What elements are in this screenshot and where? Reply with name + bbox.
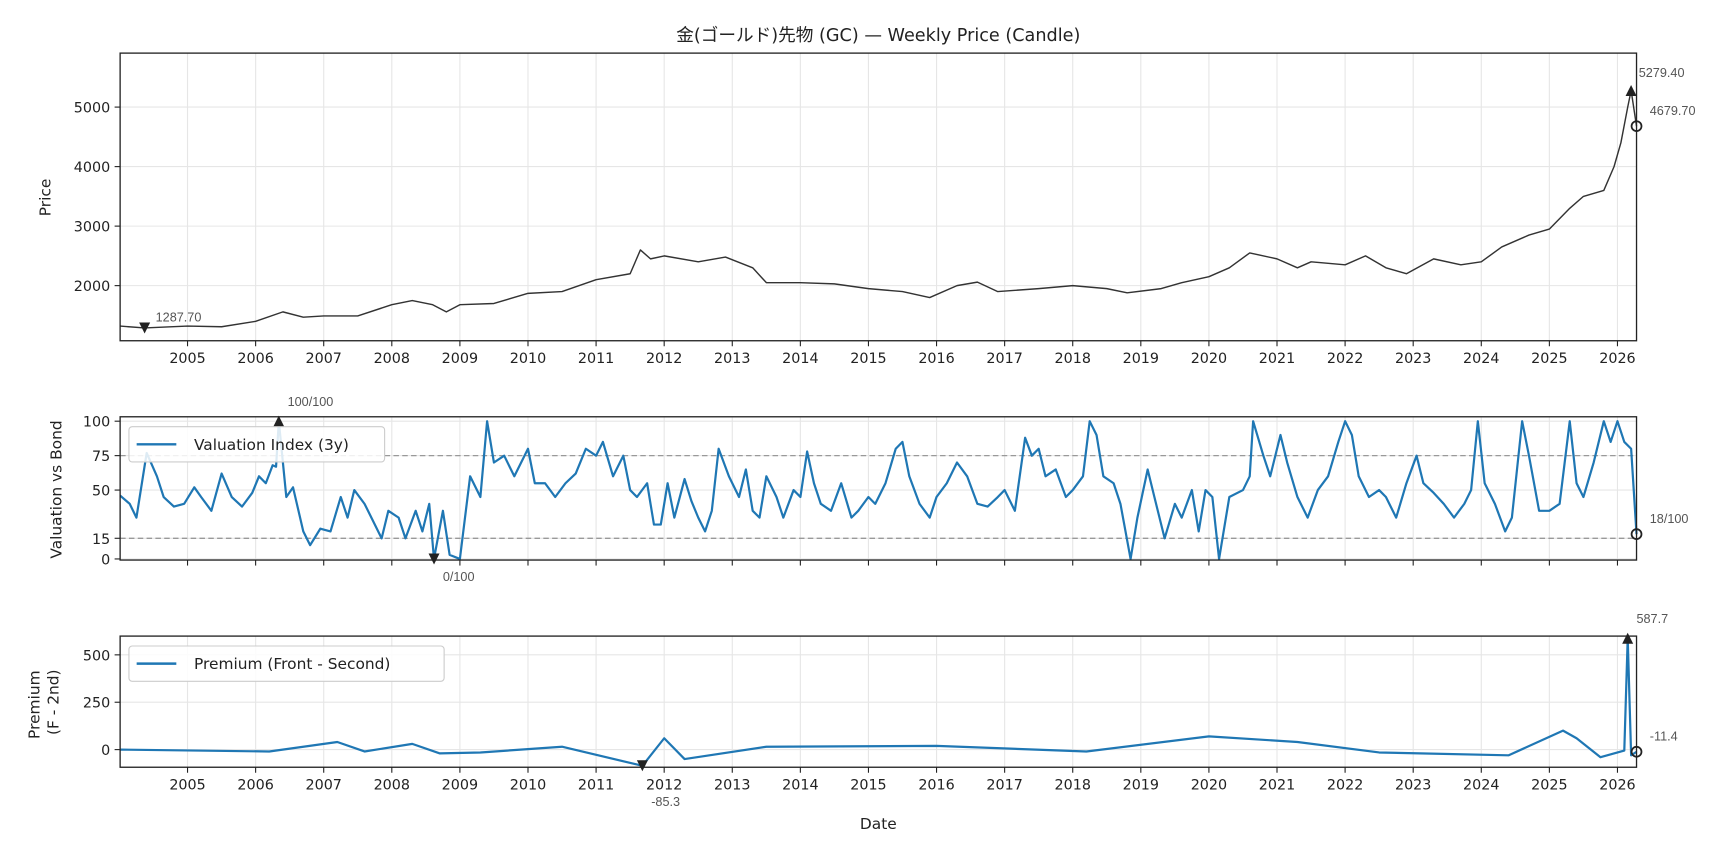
last-annotation: 4679.70 [1650,104,1696,118]
legend-label: Premium (Front - Second) [194,655,391,673]
x-tick-label: 2006 [237,351,273,367]
max-marker-triangle-up-icon [1622,632,1634,644]
min-marker-triangle-down-icon [428,553,440,565]
series-line [120,637,1638,767]
y-axis-label-premium-line2: (F - 2nd) [44,669,62,735]
x-tick-label: 2026 [1599,351,1635,367]
x-tick-label: 2011 [578,351,614,367]
legend-label: Valuation Index (3y) [194,436,349,454]
y-tick-label: 75 [92,449,110,465]
y-tick-label: 250 [83,696,110,712]
max-marker-triangle-up-icon [1625,84,1637,96]
valuation-panel: 0 15 50 75 100 100/100 0/100 18/100 Valuation In… [83,395,1689,584]
series-line [120,89,1638,329]
chart-title: 金(ゴールド)先物 (GC) — Weekly Price (Candle) [676,25,1080,46]
y-tick-label: 500 [83,648,110,664]
x-tick-label: 2009 [442,777,478,793]
x-tick-label: 2024 [1463,351,1499,367]
x-tick-label: 2014 [782,777,818,793]
y-tick-label: 50 [92,484,110,500]
x-tick-label: 2005 [169,777,205,793]
x-tick-label: 2017 [986,351,1022,367]
x-tick-label: 2005 [169,351,205,367]
x-tick-label: 2022 [1327,777,1363,793]
x-tick-label: 2023 [1395,777,1431,793]
last-marker-circle-icon [1630,528,1643,540]
y-tick-label: 4000 [74,160,110,176]
y-axis-label-premium: Premium (F - 2nd) [26,665,63,738]
x-tick-label: 2016 [918,777,954,793]
x-tick-label: 2025 [1531,351,1567,367]
axes-frame [119,52,1638,342]
y-tick-label: 2000 [74,279,110,295]
axes-frame [119,416,1638,561]
x-tick-label: 2020 [1191,777,1227,793]
legend-box [128,426,386,463]
x-tick-label: 2008 [374,777,410,793]
x-tick-label: 2025 [1531,777,1567,793]
x-tick-label: 2024 [1463,777,1499,793]
y-tick-label: 0 [101,552,110,568]
max-marker-triangle-up-icon [273,415,285,427]
legend-box [128,645,445,682]
series-line [119,420,1638,561]
x-tick-label: 2010 [510,777,546,793]
y-tick-label: 0 [101,743,110,759]
x-tick-label: 2011 [578,777,614,793]
max-annotation: 5279.40 [1639,66,1685,80]
last-annotation: -11.4 [1650,730,1678,744]
x-tick-label: 2014 [782,351,818,367]
y-tick-label: 100 [83,415,110,431]
max-annotation: 100/100 [288,395,334,409]
y-axis-label-price: Price [37,179,55,217]
x-tick-label: 2019 [1123,351,1159,367]
x-tick-label: 2008 [374,351,410,367]
x-tick-label: 2021 [1259,351,1295,367]
y-axis-label-valuation: Valuation vs Bond [48,420,66,558]
x-tick-label: 2022 [1327,351,1363,367]
min-annotation: 0/100 [443,570,475,584]
x-tick-label: 2021 [1259,777,1295,793]
x-tick-label: 2017 [986,777,1022,793]
x-tick-label: 2015 [850,351,886,367]
y-tick-label: 3000 [74,220,110,236]
last-marker-circle-icon [1630,120,1643,132]
x-axis-label: Date [860,815,897,833]
x-tick-label: 2007 [305,351,341,367]
x-tick-label: 2012 [646,351,682,367]
axes-frame [119,635,1638,768]
last-marker-circle-icon [1630,745,1643,758]
last-annotation: 18/100 [1650,512,1689,526]
x-tick-label: 2013 [714,351,750,367]
price-panel: 2005 2006 2007 2008 2009 2010 2011 2012 2013 2014… [74,52,1696,367]
x-tick-label: 2007 [305,777,341,793]
x-tick-label: 2009 [442,351,478,367]
x-tick-label: 2018 [1055,777,1091,793]
x-tick-label: 2016 [918,351,954,367]
min-marker-triangle-down-icon [636,760,648,772]
min-annotation: 1287.70 [156,310,202,324]
y-tick-label: 5000 [74,101,110,117]
x-tick-label: 2013 [714,777,750,793]
premium-panel: 2005 2006 2007 2008 2009 2010 2011 2012 2013 2014… [83,612,1678,809]
x-tick-label: 2012 [646,777,682,793]
x-tick-label: 2010 [510,351,546,367]
x-tick-label: 2015 [850,777,886,793]
y-tick-label: 15 [92,532,110,548]
x-tick-label: 2020 [1191,351,1227,367]
x-tick-label: 2019 [1123,777,1159,793]
y-axis-label-premium-line1: Premium [26,670,44,739]
max-annotation: 587.7 [1636,612,1668,626]
min-annotation: -85.3 [651,795,680,809]
x-tick-label: 2026 [1599,777,1635,793]
x-tick-label: 2018 [1055,351,1091,367]
min-marker-triangle-down-icon [139,322,151,334]
x-tick-label: 2023 [1395,351,1431,367]
x-tick-label: 2006 [237,777,273,793]
